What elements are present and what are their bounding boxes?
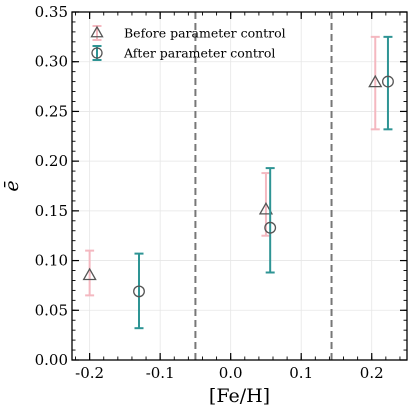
- series-1: [82, 35, 383, 297]
- plot-frame: [71, 11, 408, 361]
- y-tick-label: 0.25: [35, 102, 68, 120]
- x-axis-label: [Fe/H]: [209, 385, 270, 407]
- data-series: [82, 35, 394, 330]
- y-tick-label: 0.15: [35, 202, 68, 220]
- y-tick-label: 0.30: [35, 53, 68, 71]
- legend-circle-marker: [91, 47, 103, 59]
- x-tick-label: 0.2: [360, 364, 384, 382]
- x-tick-label: 0.1: [289, 364, 313, 382]
- data-point-circle: [133, 285, 145, 298]
- x-tick-label: -0.1: [146, 364, 175, 382]
- data-point-triangle: [258, 202, 274, 215]
- legend-entry-2: After parameter control: [91, 45, 275, 61]
- y-tick-label: 0.10: [35, 252, 68, 270]
- data-point-triangle: [82, 267, 97, 281]
- x-tick-label: 0.0: [219, 364, 243, 382]
- y-tick-label: 0.35: [35, 3, 68, 21]
- legend-triangle-marker: [90, 25, 104, 38]
- x-tick-label: -0.2: [75, 364, 104, 382]
- y-axis-label: ē: [1, 180, 23, 191]
- legend-entry-1: Before parameter control: [90, 25, 286, 41]
- reference-lines: [194, 12, 333, 360]
- y-tick-label: 0.20: [35, 152, 68, 170]
- ticks: -0.2 -0.1 0.0 0.1 0.2 0.00 0.05 0.10 0.15 0.20 0.2…: [35, 3, 407, 382]
- legend: Before parameter control After parameter …: [90, 25, 286, 61]
- y-tick-label: 0.00: [35, 351, 68, 369]
- data-point-circle: [382, 75, 394, 88]
- grid: [72, 11, 407, 361]
- data-point-triangle: [368, 74, 383, 88]
- legend-label: Before parameter control: [124, 26, 286, 41]
- data-point-circle: [264, 221, 277, 234]
- legend-label: After parameter control: [123, 46, 275, 61]
- y-tick-label: 0.05: [35, 301, 68, 319]
- series-2: [133, 35, 394, 330]
